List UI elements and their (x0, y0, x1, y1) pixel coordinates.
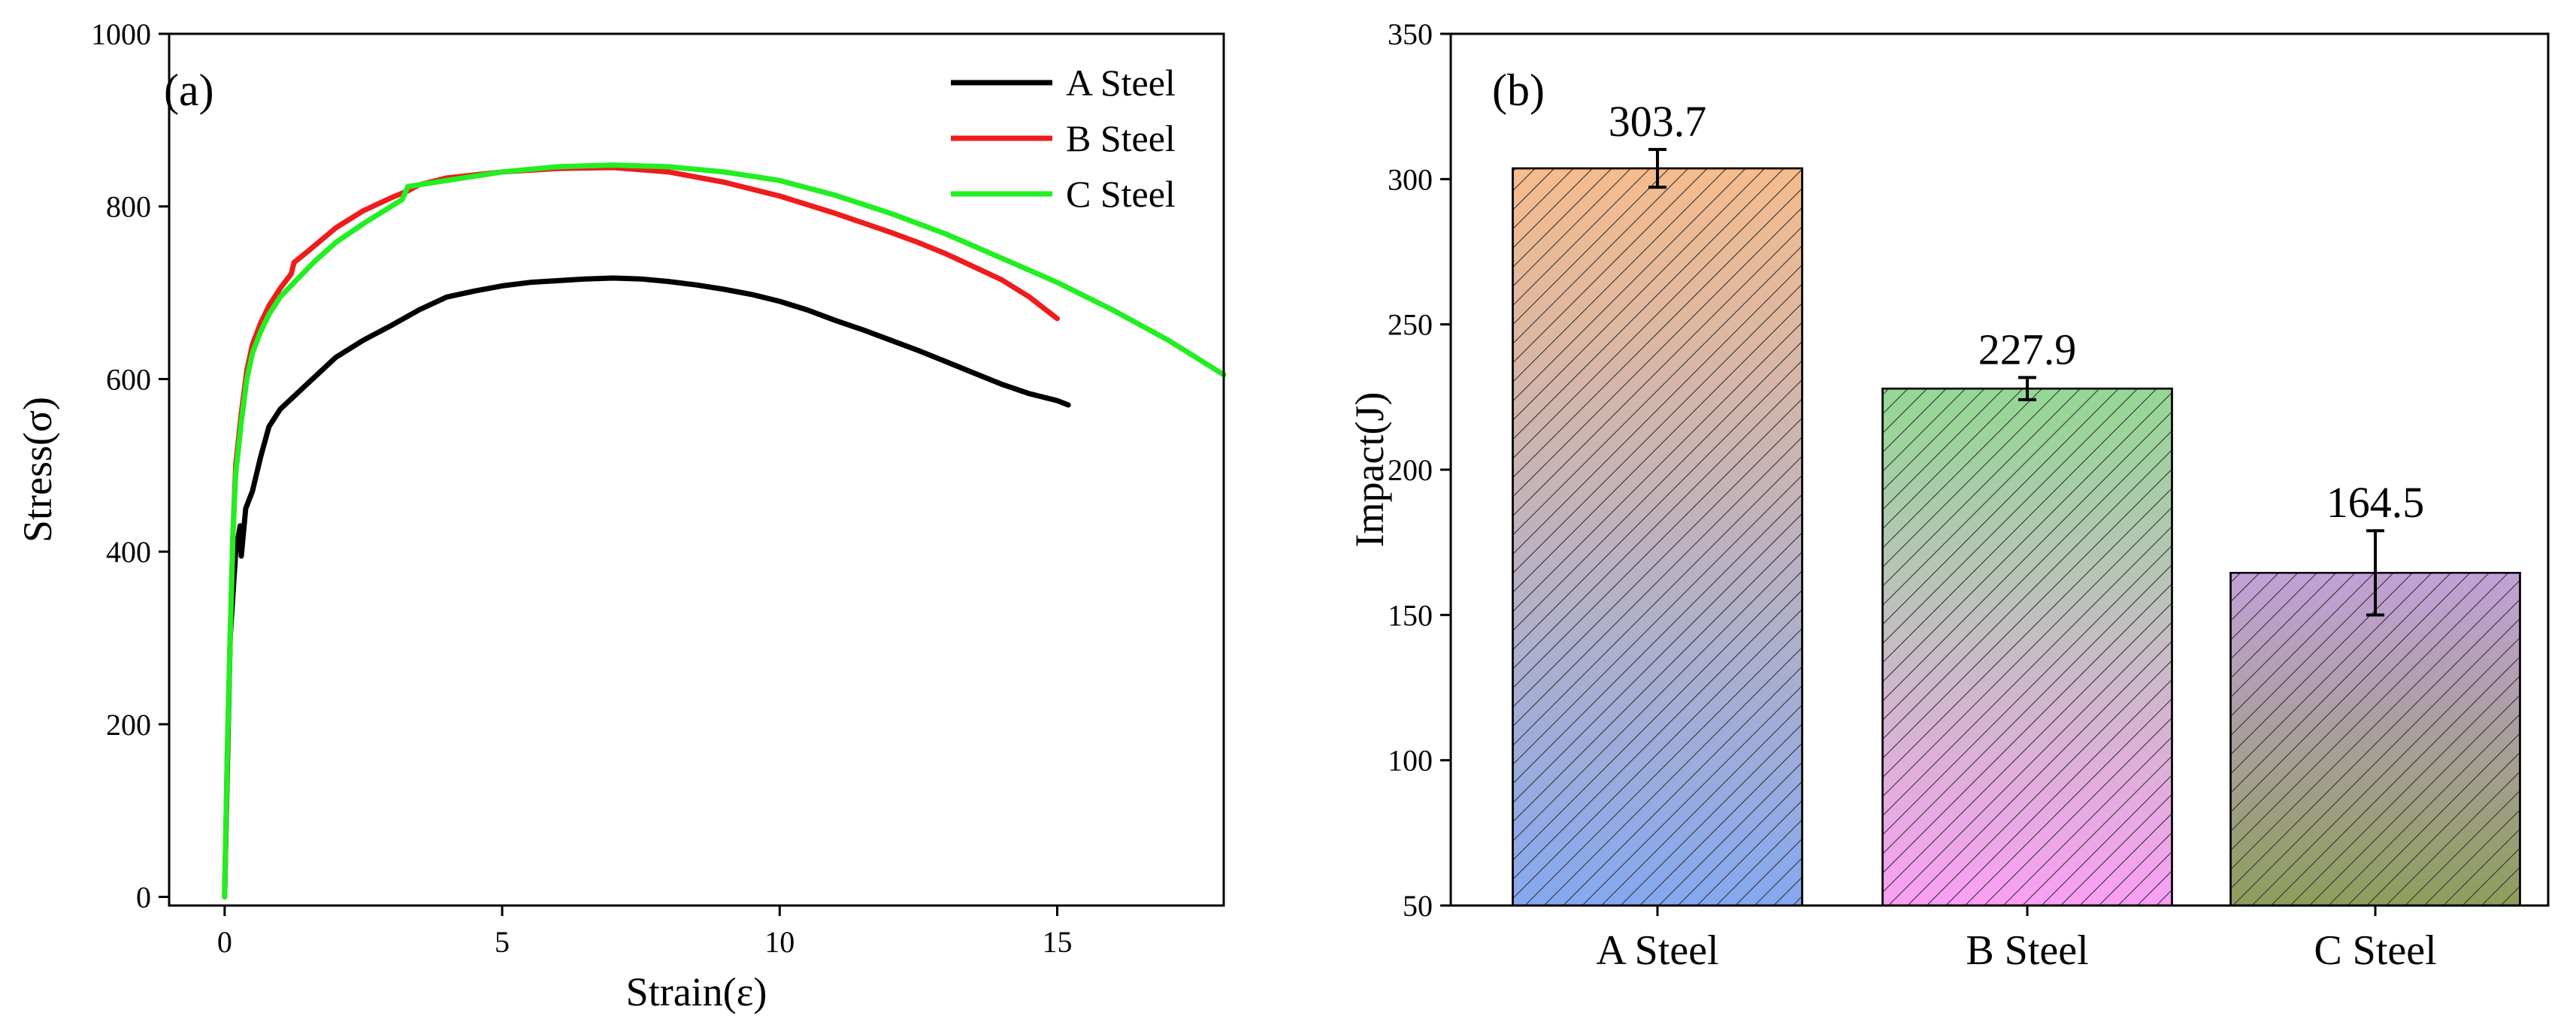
x-tick-label: 5 (495, 925, 510, 959)
x-tick-label: 10 (764, 925, 795, 959)
y-tick-label: 300 (1388, 162, 1433, 196)
axis-ticks: 0 5 10 15 0 200 400 600 800 1000 (91, 17, 1072, 959)
panel-label: (b) (1492, 65, 1545, 115)
y-tick-label: 600 (106, 362, 151, 396)
legend: A Steel B Steel C Steel (951, 62, 1176, 215)
bar-labels: A Steel B Steel C Steel 303.7 227.9 164.… (1596, 97, 2436, 974)
plot-frame (168, 32, 1225, 907)
series-line-a-steel (222, 275, 1071, 900)
category-label-a-steel: A Steel (1596, 927, 1718, 974)
value-label-b-steel: 227.9 (1978, 325, 2077, 373)
x-axis-title: Strain(ε) (626, 969, 767, 1014)
y-tick-label: 400 (106, 535, 151, 569)
panel-b-impact-chart: 50 100 150 200 250 300 350 (b) Impact(J) A Ste… (1347, 17, 2550, 974)
y-tick-label: 200 (1388, 453, 1433, 487)
y-axis-title: Impact(J) (1347, 392, 1392, 548)
bar-hatch-b-steel (1881, 387, 2173, 907)
axis-ticks: 50 100 150 200 250 300 350 (1388, 17, 2377, 923)
y-tick-label: 0 (136, 881, 151, 915)
value-label-a-steel: 303.7 (1609, 97, 1707, 146)
y-tick-label: 150 (1388, 598, 1433, 632)
legend-label-c-steel: C Steel (1066, 173, 1176, 215)
category-label-c-steel: C Steel (2314, 927, 2436, 974)
y-tick-label: 1000 (91, 17, 151, 51)
legend-label-b-steel: B Steel (1066, 117, 1176, 159)
bar-hatch-c-steel (2229, 572, 2521, 907)
category-label-b-steel: B Steel (1966, 927, 2088, 974)
panel-label: (a) (164, 65, 214, 115)
bar-hatch-a-steel (1512, 167, 1803, 907)
bars (1512, 147, 2521, 907)
x-tick-label: 15 (1042, 925, 1072, 959)
y-tick-label: 800 (106, 190, 151, 224)
plot-frame (1449, 32, 2550, 907)
y-tick-label: 350 (1388, 17, 1433, 51)
error-bar-c-steel (2366, 529, 2384, 617)
legend-label-a-steel: A Steel (1066, 62, 1176, 104)
series-lines (222, 162, 1227, 900)
series-line-c-steel (222, 162, 1227, 900)
y-tick-label: 200 (106, 708, 151, 742)
y-tick-label: 100 (1388, 744, 1433, 778)
y-tick-label: 50 (1403, 889, 1433, 923)
y-tick-label: 250 (1388, 308, 1433, 342)
panel-a-stress-strain-chart: 0 5 10 15 0 200 400 600 800 1000 (a) Strain(ε) St… (15, 17, 1227, 1014)
error-bar-b-steel (2018, 376, 2036, 401)
y-axis-title: Stress(σ) (15, 397, 60, 543)
value-label-c-steel: 164.5 (2326, 478, 2425, 527)
error-bar-a-steel (1648, 147, 1666, 189)
x-tick-label: 0 (217, 925, 232, 959)
